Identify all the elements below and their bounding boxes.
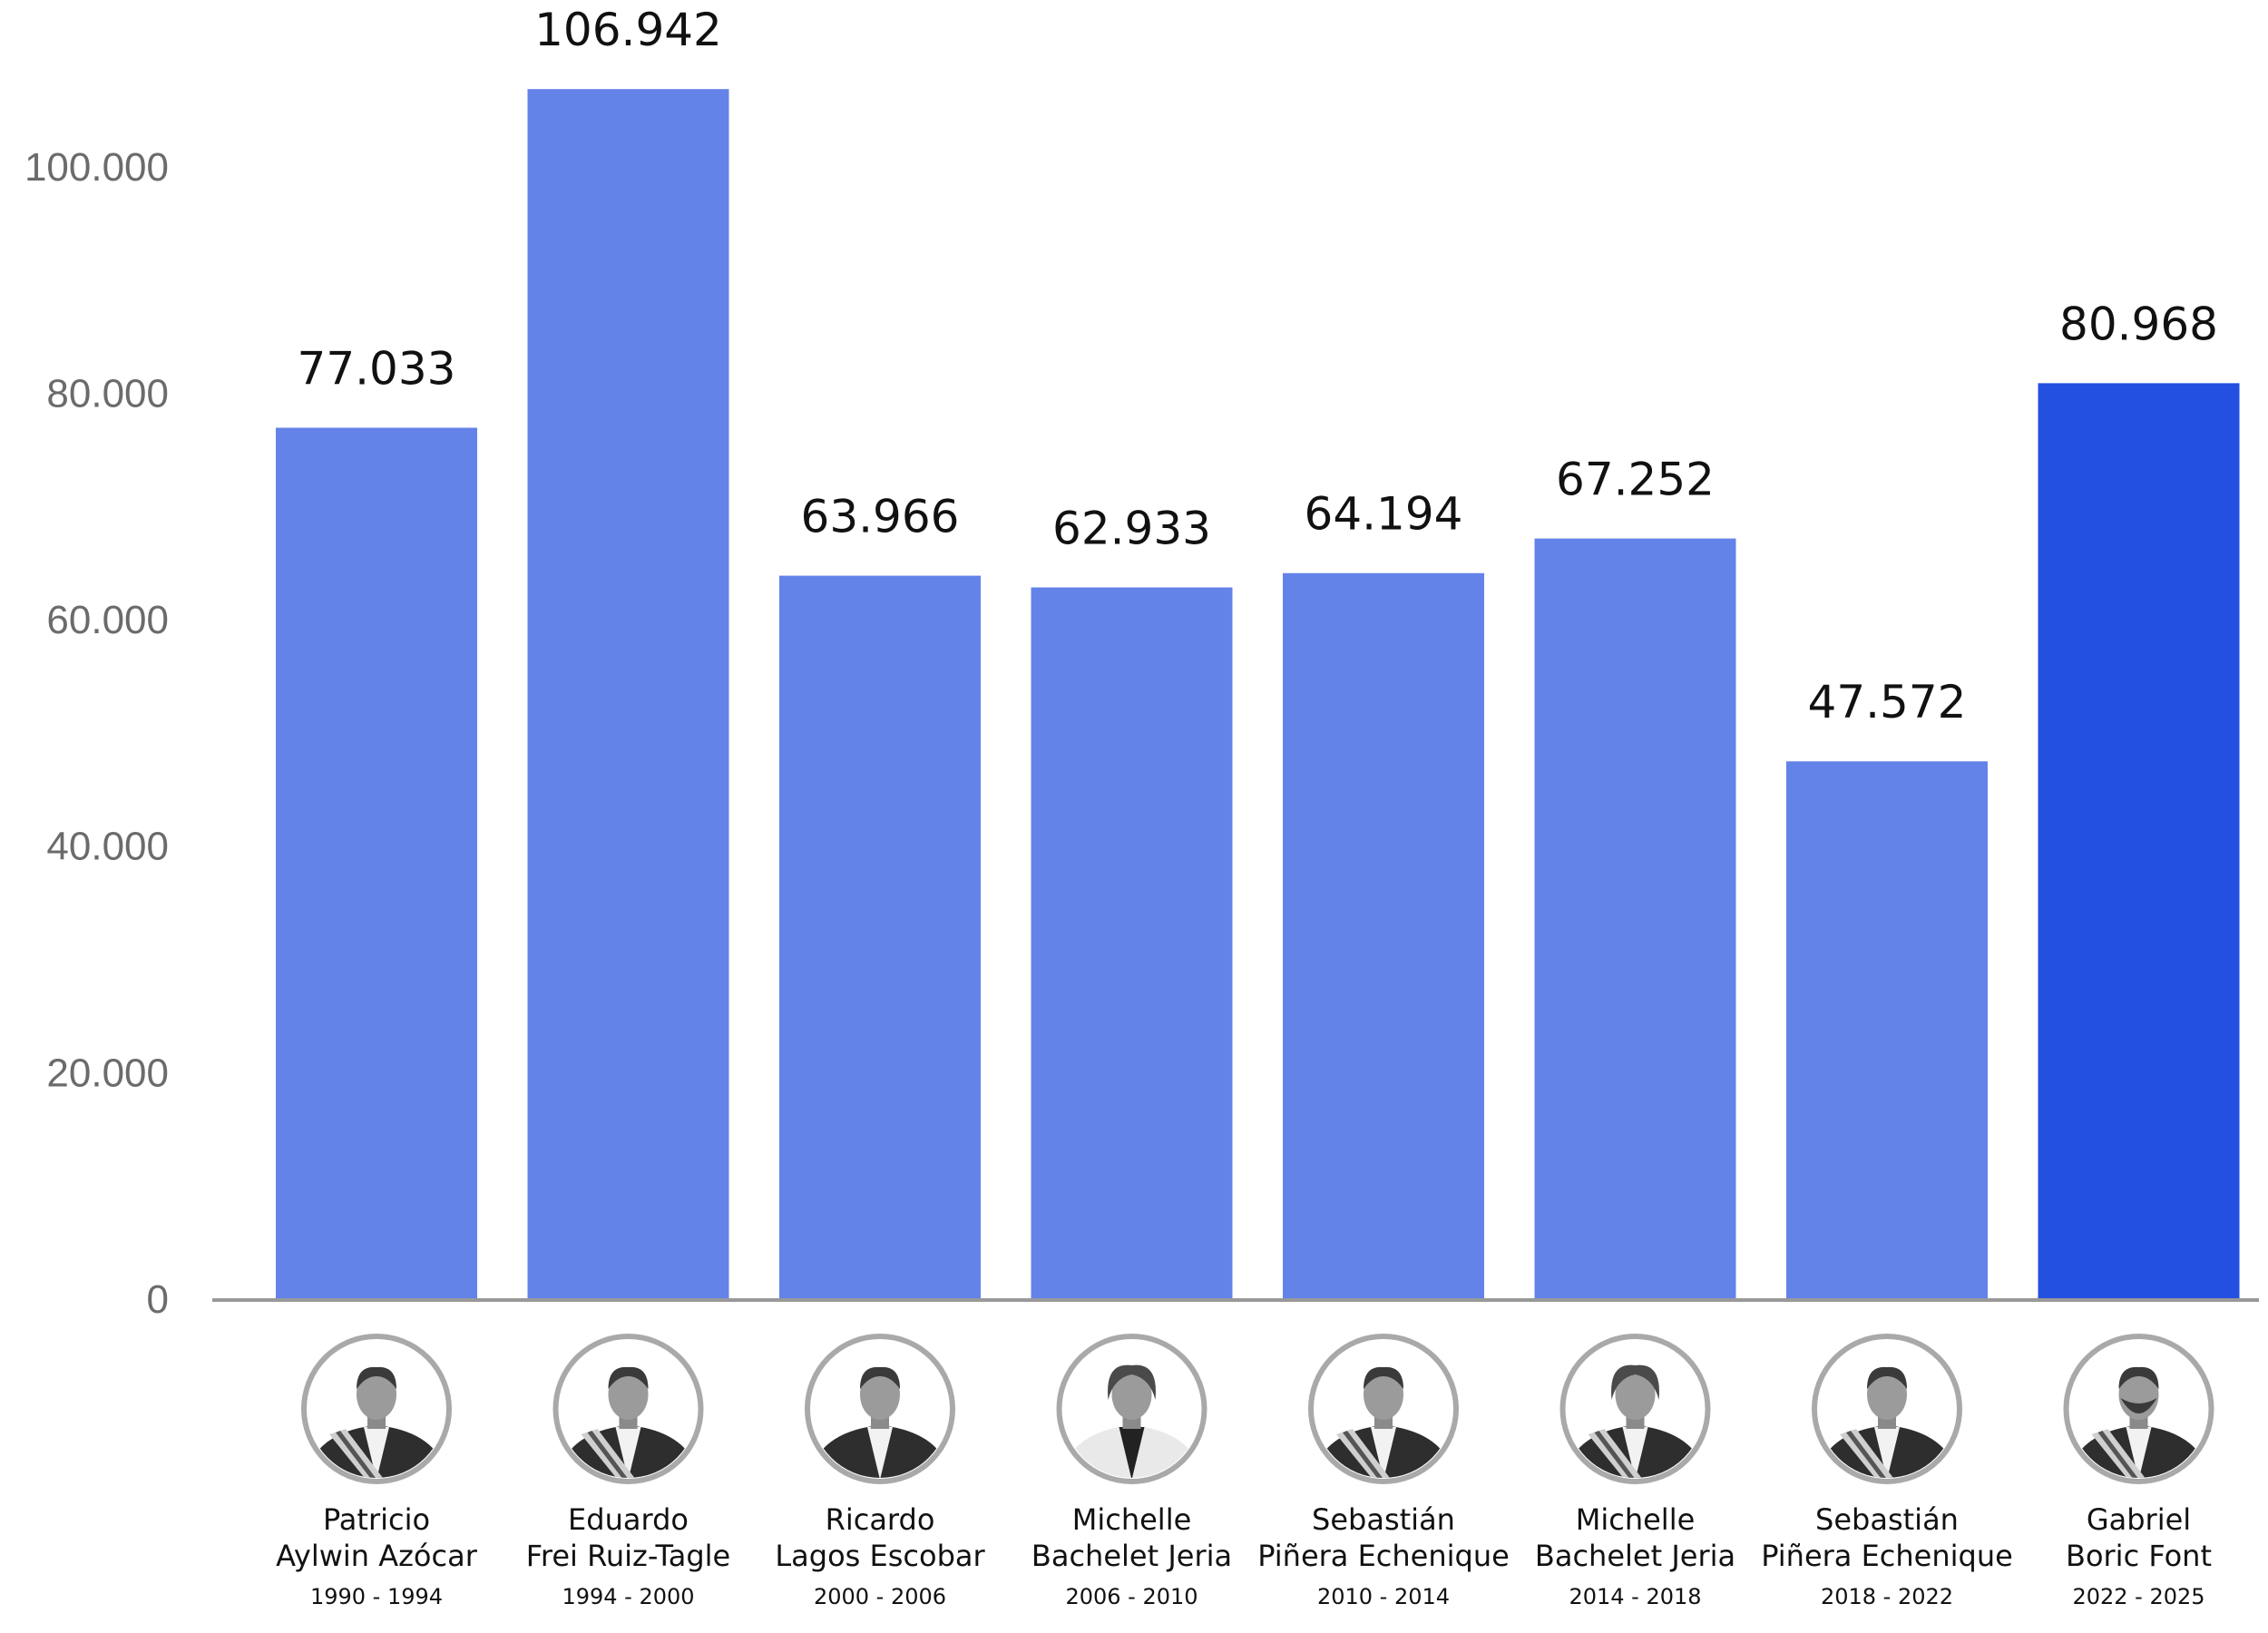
y-tick-label: 40.000: [46, 825, 169, 869]
portrait-ring: [1812, 1334, 1962, 1484]
y-tick-label: 0: [147, 1277, 169, 1322]
term-years: 1990 - 1994: [310, 1584, 443, 1609]
bar: [1283, 572, 1484, 1300]
president-first-name: Eduardo: [568, 1502, 689, 1537]
bar: [276, 427, 477, 1300]
portrait-ring: [1308, 1334, 1459, 1484]
y-tick-label: 80.000: [46, 371, 169, 416]
term-years: 2014 - 2018: [1569, 1584, 1701, 1609]
bar: [1534, 538, 1736, 1300]
president-first-name: Patricio: [323, 1502, 430, 1537]
president-first-name: Michelle: [1576, 1502, 1696, 1537]
portrait-man-presidential-sash-icon: [559, 1340, 698, 1478]
president-surname: Lagos Escobar: [775, 1539, 985, 1573]
portrait-ring: [1559, 1334, 1711, 1484]
president-surname: Boric Font: [2066, 1539, 2212, 1573]
portrait-man-presidential-sash-icon: [308, 1340, 445, 1478]
y-tick-label: 20.000: [46, 1051, 169, 1095]
portrait-ring: [1056, 1334, 1207, 1484]
y-tick-label: 60.000: [46, 598, 169, 642]
bar: [1031, 587, 1233, 1300]
president-first-name: Michelle: [1072, 1502, 1192, 1537]
president-surname: Bachelet Jeria: [1535, 1539, 1735, 1573]
portrait-man-presidential-sash-icon: [1818, 1340, 1956, 1478]
portrait-man-presidential-sash-icon: [1315, 1340, 1452, 1478]
term-years: 2018 - 2022: [1821, 1584, 1953, 1609]
bar: [779, 575, 981, 1300]
portrait-bearded-man-presidential-sash-icon: [2069, 1340, 2208, 1478]
bars: [276, 89, 2240, 1300]
term-years: 2022 - 2025: [2072, 1584, 2204, 1609]
president-surname: Piñera Echenique: [1761, 1539, 2013, 1573]
data-label: 80.968: [2059, 298, 2218, 350]
data-label: 47.572: [1808, 676, 1967, 728]
president-surname: Aylwin Azócar: [276, 1539, 478, 1573]
portrait-man-suit-icon: [811, 1340, 949, 1478]
portrait-ring: [2063, 1334, 2214, 1484]
data-label: 62.933: [1052, 502, 1211, 554]
president-surname: Bachelet Jeria: [1031, 1539, 1232, 1573]
portrait-ring: [552, 1334, 704, 1484]
data-label: 77.033: [298, 342, 456, 395]
portrait-ring: [301, 1334, 452, 1484]
y-tick-label: 100.000: [24, 145, 169, 190]
term-years: 2006 - 2010: [1065, 1584, 1198, 1609]
value-labels: 77.033 106.942 63.966 62.933 64.194 67.252 47.…: [298, 4, 2218, 728]
term-years: 2000 - 2006: [814, 1584, 946, 1609]
y-axis: 0 20.000 40.000 60.000 80.000 100.000: [24, 145, 169, 1322]
portrait-woman-white-jacket-icon: [1062, 1340, 1201, 1478]
portrait-woman-presidential-sash-icon: [1566, 1340, 1705, 1478]
data-label: 106.942: [534, 4, 722, 56]
bar: [2038, 383, 2240, 1300]
term-years: 1994 - 2000: [562, 1584, 694, 1609]
term-years: 2010 - 2014: [1317, 1584, 1450, 1609]
president-surname: Frei Ruiz-Tagle: [526, 1539, 730, 1573]
data-label: 63.966: [801, 491, 960, 543]
president-first-name: Sebastián: [1312, 1502, 1455, 1537]
president-first-name: Sebastián: [1815, 1502, 1959, 1537]
data-label: 64.194: [1305, 488, 1463, 541]
president-first-name: Ricardo: [826, 1502, 935, 1537]
bar: [527, 89, 729, 1300]
president-first-name: Gabriel: [2087, 1502, 2191, 1537]
bar: [1786, 761, 1988, 1300]
portrait-ring: [805, 1334, 955, 1484]
president-surname: Piñera Echenique: [1257, 1539, 1510, 1573]
data-label: 67.252: [1556, 454, 1715, 506]
